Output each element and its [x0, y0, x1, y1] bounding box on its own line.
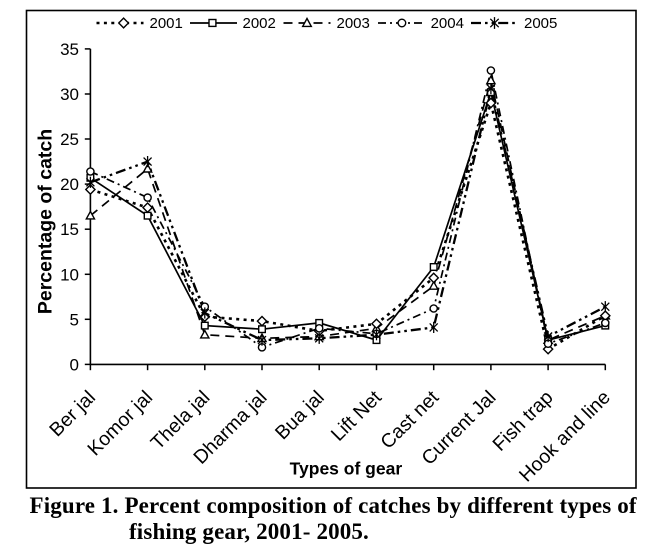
- svg-text:2005: 2005: [524, 15, 557, 32]
- svg-text:30: 30: [60, 85, 79, 104]
- svg-text:35: 35: [60, 40, 79, 59]
- svg-text:2004: 2004: [431, 15, 464, 32]
- svg-text:Types of gear: Types of gear: [290, 459, 403, 479]
- svg-text:20: 20: [60, 175, 79, 194]
- svg-text:25: 25: [60, 130, 79, 149]
- svg-text:5: 5: [70, 310, 79, 329]
- svg-text:2003: 2003: [337, 15, 370, 32]
- svg-text:15: 15: [60, 220, 79, 239]
- svg-text:0: 0: [70, 355, 79, 374]
- svg-text:10: 10: [60, 265, 79, 284]
- svg-text:2002: 2002: [243, 15, 276, 32]
- svg-text:2001: 2001: [150, 15, 183, 32]
- svg-text:Percentage of catch: Percentage of catch: [35, 129, 57, 314]
